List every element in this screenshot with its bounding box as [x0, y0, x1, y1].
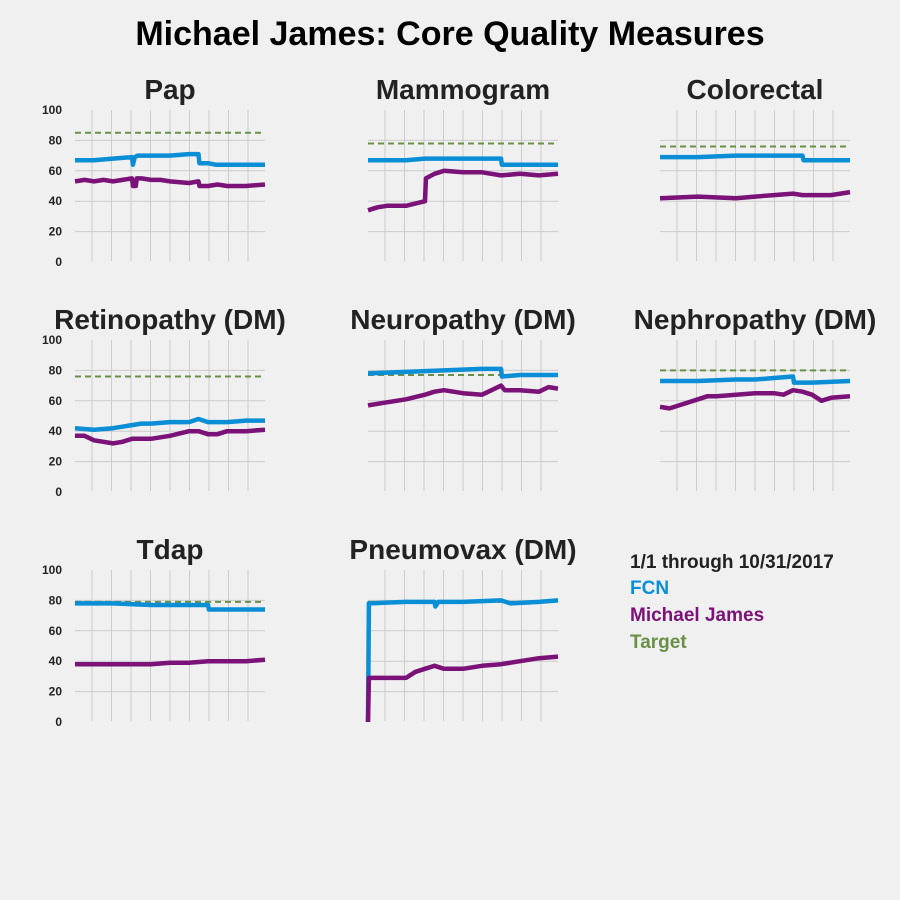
- series-line-michael-james-pneumovax-dm: [365, 654, 559, 723]
- y-tick-label: 0: [55, 485, 62, 499]
- legend: 1/1 through 10/31/2017 FCN Michael James…: [630, 552, 834, 653]
- series-line-fcn-colorectal: [660, 153, 850, 163]
- series-line-michael-james-mammogram: [367, 168, 559, 213]
- y-tick-label: 20: [49, 225, 63, 239]
- panel-title-tdap: Tdap: [137, 534, 204, 565]
- series-line-michael-james-neuropathy-dm: [367, 383, 559, 408]
- chart-panels: Pap 0 20 40 60 80 100 Mammogram Colorectal Retino…: [42, 74, 876, 729]
- legend-entry-fcn: FCN: [630, 578, 669, 599]
- grid-pap: [75, 110, 265, 261]
- panel-title-nephropathy-dm: Nephropathy (DM): [634, 304, 877, 335]
- series-line-fcn-retinopathy-dm: [74, 416, 265, 432]
- legend-entry-target: Target: [630, 632, 687, 653]
- grid-pneumovax-dm: [368, 570, 558, 721]
- y-tick-label: 80: [49, 593, 63, 607]
- series-line-fcn-mammogram: [368, 156, 558, 167]
- y-tick-label: 100: [42, 103, 62, 117]
- grid-mammogram: [368, 110, 558, 261]
- chart-panel-neuropathy-dm: Neuropathy (DM): [350, 304, 576, 491]
- legend-entry-michael-james: Michael James: [630, 605, 764, 626]
- chart-panel-pneumovax-dm: Pneumovax (DM): [349, 534, 577, 723]
- y-tick-label: 80: [49, 133, 63, 147]
- panel-title-pap: Pap: [144, 74, 195, 105]
- y-tick-label: 20: [49, 685, 63, 699]
- series-line-michael-james-pap: [74, 176, 266, 189]
- panel-title-retinopathy-dm: Retinopathy (DM): [54, 304, 286, 335]
- chart-panel-tdap: Tdap 0 20 40 60 80 100: [42, 534, 266, 729]
- series-line-michael-james-colorectal: [659, 189, 851, 201]
- series-line-fcn-tdap: [75, 601, 265, 612]
- chart-panel-nephropathy-dm: Nephropathy (DM): [634, 304, 877, 491]
- y-tick-label: 40: [49, 654, 63, 668]
- legend-period: 1/1 through 10/31/2017: [630, 552, 834, 573]
- series-line-michael-james-retinopathy-dm: [75, 427, 266, 446]
- y-tick-label: 80: [49, 363, 63, 377]
- y-tick-label: 100: [42, 333, 62, 347]
- chart-main-title: Michael James: Core Quality Measures: [135, 15, 764, 53]
- y-tick-label: 0: [55, 715, 62, 729]
- y-tick-label: 60: [49, 164, 63, 178]
- chart-panel-mammogram: Mammogram: [367, 74, 559, 261]
- grid-tdap: [75, 570, 265, 721]
- series-line-michael-james-nephropathy-dm: [659, 387, 851, 411]
- series-line-michael-james-tdap: [75, 657, 266, 667]
- y-tick-label: 40: [49, 424, 63, 438]
- panel-title-neuropathy-dm: Neuropathy (DM): [350, 304, 576, 335]
- series-line-fcn-neuropathy-dm: [367, 366, 558, 379]
- panel-title-mammogram: Mammogram: [376, 74, 550, 105]
- chart-panel-colorectal: Colorectal: [659, 74, 851, 261]
- series-line-fcn-nephropathy-dm: [660, 374, 851, 385]
- series-line-fcn-pneumovax-dm: [365, 598, 559, 723]
- y-tick-label: 100: [42, 563, 62, 577]
- chart-panel-retinopathy-dm: Retinopathy (DM) 0 20 40 60 80 100: [42, 304, 286, 499]
- chart-panel-pap: Pap 0 20 40 60 80 100: [42, 74, 266, 269]
- y-tick-label: 40: [49, 194, 63, 208]
- series-line-fcn-pap: [75, 151, 265, 167]
- panel-title-colorectal: Colorectal: [687, 74, 824, 105]
- grid-neuropathy-dm: [368, 340, 558, 491]
- grid-colorectal: [660, 110, 850, 261]
- grid-nephropathy-dm: [660, 340, 850, 491]
- y-tick-label: 60: [49, 624, 63, 638]
- grid-retinopathy-dm: [75, 340, 265, 491]
- y-tick-label: 60: [49, 394, 63, 408]
- panel-title-pneumovax-dm: Pneumovax (DM): [349, 534, 576, 565]
- y-tick-label: 0: [55, 255, 62, 269]
- y-tick-label: 20: [49, 455, 63, 469]
